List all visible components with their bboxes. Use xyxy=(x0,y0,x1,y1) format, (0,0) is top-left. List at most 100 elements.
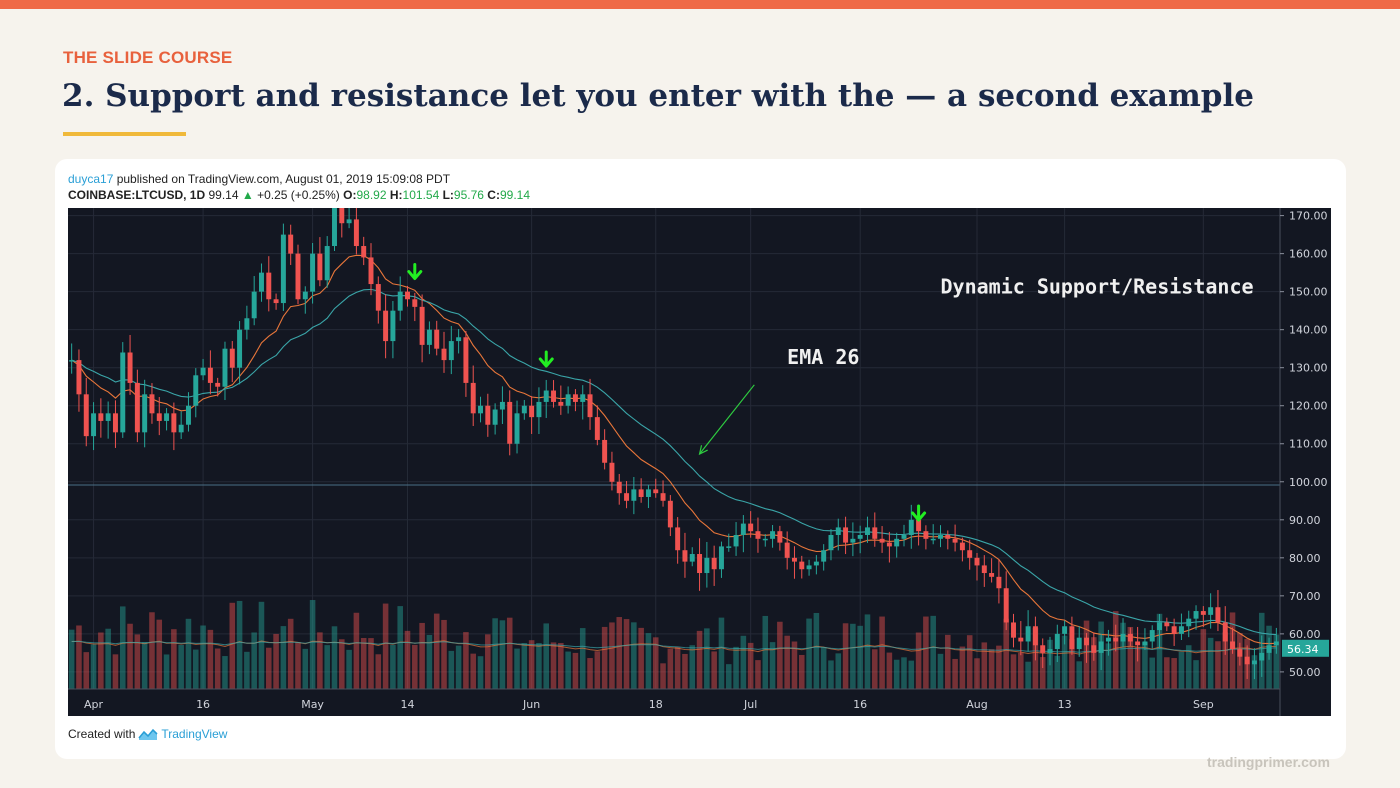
candle-body[interactable] xyxy=(616,481,622,494)
candle-body[interactable] xyxy=(492,409,498,425)
candle-body[interactable] xyxy=(441,348,447,361)
candle-body[interactable] xyxy=(631,489,637,501)
candle-body[interactable] xyxy=(419,306,425,345)
candle-body[interactable] xyxy=(850,538,856,543)
candle-body[interactable] xyxy=(1266,645,1272,653)
candle-body[interactable] xyxy=(1244,656,1250,665)
candle-body[interactable] xyxy=(813,561,819,566)
candle-body[interactable] xyxy=(1032,626,1038,646)
candlestick-chart-svg[interactable]: Dynamic Support/Resistance EMA 26 170.00 16… xyxy=(68,208,1331,716)
candle-body[interactable] xyxy=(120,352,126,433)
candle-body[interactable] xyxy=(1215,607,1221,623)
candle-body[interactable] xyxy=(748,523,754,532)
candle-body[interactable] xyxy=(609,462,615,482)
candle-body[interactable] xyxy=(456,337,462,342)
candle-body[interactable] xyxy=(142,394,148,433)
candle-body[interactable] xyxy=(682,550,688,562)
candle-body[interactable] xyxy=(1025,626,1031,642)
candle-body[interactable] xyxy=(1084,637,1090,646)
candle-body[interactable] xyxy=(1186,618,1192,627)
candle-body[interactable] xyxy=(821,550,827,562)
candle-body[interactable] xyxy=(346,219,352,224)
candle-body[interactable] xyxy=(280,234,286,304)
candle-body[interactable] xyxy=(667,500,673,528)
candle-body[interactable] xyxy=(1062,626,1068,634)
tradingview-brand[interactable]: TradingView xyxy=(161,727,228,741)
candle-body[interactable] xyxy=(938,535,943,539)
candle-body[interactable] xyxy=(91,413,97,437)
candle-body[interactable] xyxy=(1208,607,1214,615)
candle-body[interactable] xyxy=(1149,630,1155,642)
candle-body[interactable] xyxy=(755,531,761,539)
candle-body[interactable] xyxy=(689,554,695,562)
candle-body[interactable] xyxy=(594,417,600,440)
candle-body[interactable] xyxy=(426,329,432,345)
candle-body[interactable] xyxy=(237,329,243,368)
candle-body[interactable] xyxy=(98,413,104,421)
candle-body[interactable] xyxy=(952,538,958,543)
candle-body[interactable] xyxy=(353,219,359,247)
candle-body[interactable] xyxy=(1200,611,1206,615)
candle-body[interactable] xyxy=(799,561,805,570)
candle-body[interactable] xyxy=(1040,645,1046,653)
candle-body[interactable] xyxy=(740,523,746,536)
candle-body[interactable] xyxy=(784,542,790,558)
candle-body[interactable] xyxy=(229,348,235,368)
candle-body[interactable] xyxy=(83,394,89,437)
candle-body[interactable] xyxy=(1011,622,1016,638)
candle-body[interactable] xyxy=(1135,641,1141,646)
candle-body[interactable] xyxy=(733,535,739,547)
price-chart[interactable]: Dynamic Support/Resistance EMA 26 170.00 16… xyxy=(68,208,1331,716)
candle-body[interactable] xyxy=(288,234,294,254)
candle-body[interactable] xyxy=(375,284,381,311)
candle-body[interactable] xyxy=(383,310,389,342)
candle-body[interactable] xyxy=(1222,622,1228,642)
candle-body[interactable] xyxy=(857,535,863,539)
candle-body[interactable] xyxy=(872,527,878,539)
candle-body[interactable] xyxy=(434,329,440,349)
candle-body[interactable] xyxy=(470,382,476,414)
candle-body[interactable] xyxy=(945,535,951,539)
candle-body[interactable] xyxy=(1259,652,1265,661)
candle-body[interactable] xyxy=(1069,626,1075,650)
candle-body[interactable] xyxy=(1105,637,1111,642)
candle-body[interactable] xyxy=(1178,626,1184,634)
candle-body[interactable] xyxy=(718,546,724,570)
candle-body[interactable] xyxy=(580,394,586,402)
candle-body[interactable] xyxy=(507,401,513,444)
candle-body[interactable] xyxy=(1251,660,1257,665)
candle-body[interactable] xyxy=(134,382,140,433)
candle-body[interactable] xyxy=(1127,633,1133,642)
candle-body[interactable] xyxy=(478,405,484,414)
candle-body[interactable] xyxy=(916,519,922,532)
candle-body[interactable] xyxy=(572,394,578,402)
candle-body[interactable] xyxy=(770,531,776,539)
candle-body[interactable] xyxy=(989,573,995,577)
candle-body[interactable] xyxy=(266,272,272,300)
candle-body[interactable] xyxy=(295,253,301,300)
candle-body[interactable] xyxy=(105,413,111,421)
candle-body[interactable] xyxy=(697,554,703,574)
candle-body[interactable] xyxy=(412,299,418,307)
candle-body[interactable] xyxy=(339,208,345,224)
candle-body[interactable] xyxy=(996,576,1002,589)
candle-body[interactable] xyxy=(901,535,907,539)
candle-body[interactable] xyxy=(879,538,885,543)
candle-body[interactable] xyxy=(368,257,374,285)
candle-body[interactable] xyxy=(156,413,162,421)
candle-body[interactable] xyxy=(1171,626,1177,634)
candle-body[interactable] xyxy=(645,489,651,497)
candle-body[interactable] xyxy=(660,493,666,501)
candle-body[interactable] xyxy=(324,246,330,281)
candle-body[interactable] xyxy=(258,272,264,292)
candle-body[interactable] xyxy=(302,291,308,300)
candle-body[interactable] xyxy=(675,527,681,551)
candle-body[interactable] xyxy=(448,341,454,361)
candle-body[interactable] xyxy=(1142,641,1148,646)
candle-body[interactable] xyxy=(112,413,118,433)
candle-body[interactable] xyxy=(1003,588,1009,623)
candle-body[interactable] xyxy=(332,208,337,247)
candle-body[interactable] xyxy=(638,489,644,497)
candle-body[interactable] xyxy=(704,557,710,574)
candle-body[interactable] xyxy=(843,527,849,543)
